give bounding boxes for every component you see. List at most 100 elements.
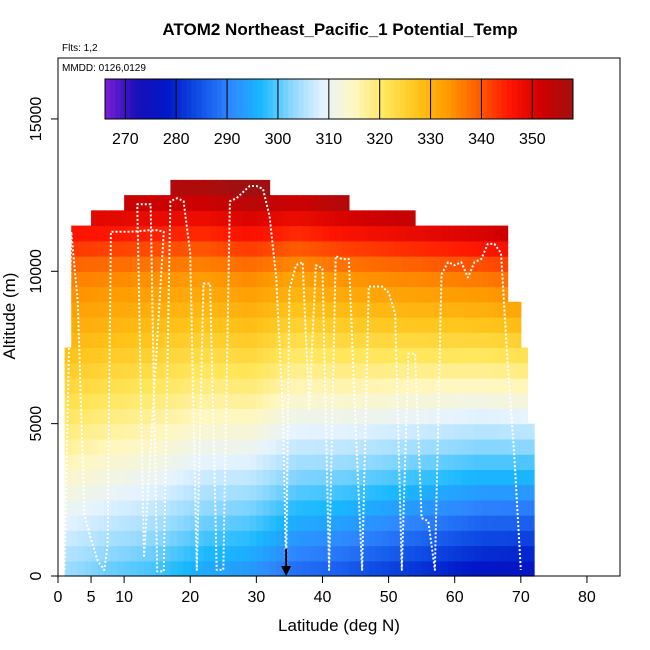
date-note: MMDD: 0126,0129 <box>62 63 146 74</box>
colorbar-swatch <box>298 79 304 119</box>
heat-cell <box>256 560 264 577</box>
heat-cell <box>229 423 238 440</box>
heat-cell <box>269 362 277 379</box>
heat-cell <box>507 408 515 425</box>
heat-cell <box>223 484 231 501</box>
heat-cell <box>362 210 370 227</box>
heat-cell <box>342 362 350 379</box>
heat-cell <box>137 377 145 394</box>
heat-cell <box>388 393 396 410</box>
heat-cell <box>381 332 390 349</box>
heat-cell <box>401 362 410 379</box>
heat-cell <box>210 484 218 501</box>
heat-cell <box>302 301 310 318</box>
heat-cell <box>368 530 376 547</box>
heat-cell <box>183 438 191 455</box>
heat-cell <box>110 545 119 562</box>
heat-cell <box>71 438 79 455</box>
heat-cell <box>401 210 410 227</box>
heat-cell <box>500 515 509 531</box>
heat-cell <box>203 377 211 394</box>
heat-cell <box>401 545 410 562</box>
heat-cell <box>309 454 317 470</box>
heat-cell <box>381 484 390 501</box>
heat-cell <box>487 240 495 257</box>
heat-cell <box>381 377 390 394</box>
heat-cell <box>514 347 522 364</box>
heat-cell <box>243 179 251 196</box>
heat-cell <box>236 393 244 410</box>
heat-cell <box>77 225 86 242</box>
heat-cell <box>276 225 284 242</box>
heat-cell <box>375 438 383 455</box>
heat-cell <box>448 286 456 303</box>
heat-cell <box>243 469 251 486</box>
heat-cell <box>64 499 72 516</box>
heat-cell <box>355 423 363 440</box>
heat-cell <box>514 362 522 379</box>
heat-cell <box>71 423 79 440</box>
heat-cell <box>527 423 535 440</box>
heat-cell <box>236 362 244 379</box>
heat-cell <box>190 530 198 547</box>
heat-cell <box>348 393 357 410</box>
heat-cell <box>110 286 119 303</box>
heat-cell <box>71 393 79 410</box>
heat-cell <box>408 530 416 547</box>
heat-cell <box>282 408 291 425</box>
heat-cell <box>500 256 509 272</box>
colorbar-swatch <box>542 79 549 119</box>
heat-cell <box>362 332 370 349</box>
heat-cell <box>487 408 495 425</box>
heat-cell <box>91 317 99 333</box>
heat-cell <box>500 362 509 379</box>
heat-cell <box>104 499 112 516</box>
heat-cell <box>150 301 158 318</box>
heat-cell <box>71 499 79 516</box>
heat-cell <box>454 377 462 394</box>
heat-cell <box>289 499 297 516</box>
heat-cell <box>381 499 390 516</box>
heat-cell <box>143 393 152 410</box>
heat-cell <box>507 484 515 501</box>
heat-cell <box>381 347 390 364</box>
heat-cell <box>461 499 469 516</box>
colorbar-swatch <box>105 79 111 119</box>
heat-cell <box>302 271 310 288</box>
heat-cell <box>124 271 132 288</box>
heat-cell <box>467 423 476 440</box>
heat-cell <box>84 423 92 440</box>
heat-cell <box>84 256 92 272</box>
heat-cell <box>262 362 271 379</box>
heat-cell <box>296 454 304 470</box>
heat-cell <box>441 256 449 272</box>
heat-cell <box>130 377 138 394</box>
heat-cell <box>124 286 132 303</box>
heat-cell <box>256 286 264 303</box>
heat-cell <box>302 499 310 516</box>
heat-cell <box>143 332 152 349</box>
heat-cell <box>262 347 271 364</box>
heat-cell <box>368 393 376 410</box>
heat-cell <box>401 377 410 394</box>
heat-cell <box>401 347 410 364</box>
heat-cell <box>249 301 257 318</box>
heat-cell <box>309 286 317 303</box>
heat-cell <box>91 256 99 272</box>
heat-cell <box>388 423 396 440</box>
heat-cell <box>97 499 105 516</box>
heat-cell <box>210 317 218 333</box>
heat-cell <box>196 317 205 333</box>
heat-cell <box>487 393 495 410</box>
heat-cell <box>368 454 376 470</box>
heat-cell <box>500 499 509 516</box>
heat-cell <box>190 515 198 531</box>
heat-cell <box>315 225 324 242</box>
heat-cell <box>302 362 310 379</box>
heat-cell <box>348 454 357 470</box>
heat-cell <box>474 545 482 562</box>
heat-cell <box>190 438 198 455</box>
heat-cell <box>322 362 330 379</box>
heat-cell <box>388 301 396 318</box>
heat-cell <box>243 240 251 257</box>
